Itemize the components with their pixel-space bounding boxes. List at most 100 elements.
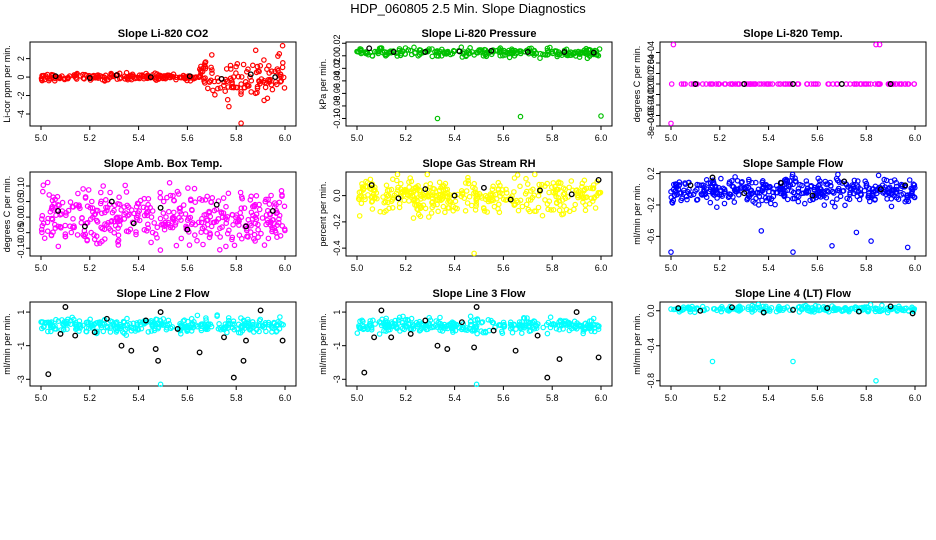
data-point bbox=[698, 191, 705, 197]
data-point bbox=[454, 191, 461, 198]
data-point bbox=[192, 74, 198, 81]
data-point bbox=[429, 53, 436, 60]
data-point bbox=[698, 182, 705, 189]
data-point bbox=[77, 205, 83, 212]
outlier-point bbox=[238, 120, 244, 127]
panel-slope-li-820-co2-ylabel: Li-cor ppm per min. bbox=[2, 45, 12, 123]
x-tick-label: 6.0 bbox=[279, 263, 292, 273]
data-point bbox=[86, 325, 92, 331]
data-point bbox=[396, 200, 403, 207]
data-point bbox=[181, 324, 188, 331]
data-point bbox=[238, 205, 245, 212]
data-point bbox=[178, 211, 185, 217]
data-point bbox=[224, 216, 230, 223]
data-point bbox=[777, 81, 783, 87]
panel-slope-li-820-co2-title: Slope Li-820 CO2 bbox=[118, 28, 208, 40]
data-point bbox=[550, 320, 557, 327]
data-point bbox=[533, 208, 539, 215]
data-point bbox=[898, 192, 905, 198]
data-point bbox=[835, 185, 842, 192]
reference-point bbox=[45, 371, 52, 378]
data-point bbox=[268, 324, 275, 330]
data-point bbox=[160, 198, 167, 205]
data-point bbox=[175, 191, 182, 197]
data-point bbox=[433, 192, 440, 199]
data-point bbox=[248, 77, 255, 84]
data-point bbox=[888, 196, 895, 202]
x-tick-label: 5.2 bbox=[84, 263, 97, 273]
data-point bbox=[161, 226, 168, 233]
reference-point bbox=[257, 307, 264, 314]
data-point bbox=[44, 228, 51, 235]
data-point bbox=[744, 195, 751, 202]
data-point bbox=[89, 205, 96, 211]
data-point bbox=[225, 84, 232, 90]
reference-point bbox=[155, 357, 162, 364]
data-point bbox=[773, 189, 780, 196]
data-point bbox=[189, 206, 195, 213]
data-point bbox=[721, 190, 728, 196]
x-tick-label: 5.0 bbox=[665, 393, 678, 403]
data-point bbox=[218, 210, 225, 217]
data-point bbox=[804, 81, 810, 87]
data-point bbox=[180, 202, 187, 208]
data-point bbox=[842, 305, 849, 312]
data-point bbox=[439, 192, 446, 198]
data-point bbox=[868, 194, 874, 201]
outlier-point bbox=[226, 103, 232, 110]
data-point bbox=[735, 192, 742, 198]
data-point bbox=[704, 306, 710, 312]
data-point bbox=[790, 181, 796, 188]
data-point bbox=[436, 179, 443, 186]
data-point bbox=[382, 318, 389, 324]
data-point bbox=[526, 323, 533, 329]
data-point bbox=[278, 78, 285, 84]
data-point bbox=[671, 193, 678, 199]
y-tick-label: -0.04 bbox=[332, 71, 342, 92]
data-point bbox=[257, 63, 264, 69]
data-point bbox=[252, 220, 259, 227]
data-point bbox=[362, 196, 368, 203]
data-point bbox=[563, 206, 570, 213]
data-point bbox=[443, 51, 450, 57]
data-point bbox=[911, 194, 918, 201]
data-point bbox=[358, 193, 365, 200]
data-point bbox=[161, 223, 168, 230]
data-point bbox=[802, 189, 809, 196]
data-point bbox=[465, 174, 471, 181]
reference-point bbox=[157, 204, 164, 211]
data-point bbox=[911, 81, 918, 87]
y-tick-label: -0.4 bbox=[646, 338, 656, 354]
data-point bbox=[102, 72, 109, 79]
x-tick-label: 5.8 bbox=[860, 133, 873, 143]
data-point bbox=[399, 188, 406, 195]
data-point bbox=[148, 239, 154, 246]
data-point bbox=[261, 242, 268, 248]
data-point bbox=[767, 81, 773, 87]
data-point bbox=[202, 75, 208, 81]
data-point bbox=[107, 74, 114, 81]
data-point bbox=[545, 206, 551, 213]
x-tick-label: 5.4 bbox=[132, 393, 145, 403]
data-point bbox=[164, 194, 170, 201]
data-point bbox=[150, 74, 157, 80]
data-point bbox=[201, 78, 207, 84]
data-point bbox=[70, 216, 76, 222]
data-point bbox=[865, 308, 872, 314]
data-point bbox=[380, 194, 386, 200]
data-point bbox=[372, 321, 379, 327]
data-point bbox=[378, 322, 385, 329]
reference-point bbox=[128, 347, 135, 354]
data-point bbox=[570, 323, 576, 329]
y-tick-label: 0.0 bbox=[332, 189, 342, 202]
data-point bbox=[686, 306, 693, 312]
reference-point bbox=[422, 49, 429, 55]
reference-point bbox=[524, 49, 531, 55]
y-tick-label: 0.2 bbox=[646, 167, 656, 180]
data-point bbox=[249, 319, 256, 325]
data-point bbox=[49, 216, 56, 223]
data-point bbox=[99, 320, 106, 327]
data-point bbox=[567, 49, 574, 56]
y-tick-label: -0.10 bbox=[332, 108, 342, 129]
data-point bbox=[903, 197, 910, 204]
